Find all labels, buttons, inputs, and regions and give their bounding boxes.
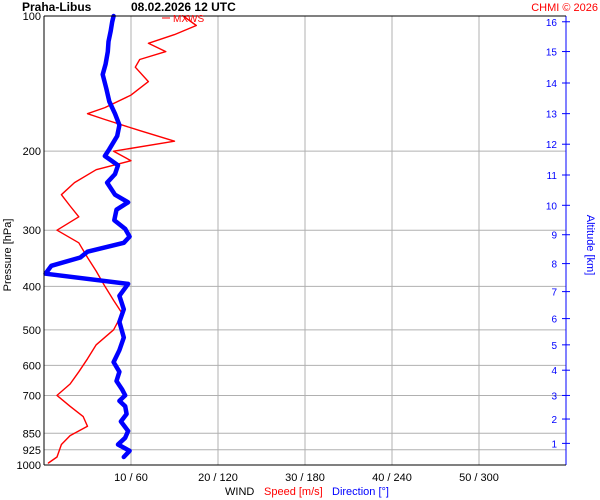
altitude-tick-label: 7 — [551, 288, 557, 299]
x-tick-label: 50 / 300 — [459, 472, 499, 484]
pressure-tick-label: 400 — [23, 281, 41, 293]
chart-station: Praha-Libus — [22, 0, 92, 14]
x-tick-label: 20 / 120 — [198, 472, 238, 484]
pressure-tick-label: 100 — [23, 11, 41, 23]
x-tick-label: 40 / 240 — [372, 472, 412, 484]
altitude-tick-label: 12 — [546, 140, 558, 151]
pressure-tick-label: 1000 — [17, 460, 41, 472]
series — [43, 13, 198, 464]
pressure-tick-label: 200 — [23, 146, 41, 158]
altitude-tick-label: 14 — [546, 79, 558, 90]
altitude-tick-label: 1 — [551, 439, 557, 450]
altitude-tick-label: 13 — [546, 110, 558, 121]
x-tick-label: 30 / 180 — [285, 472, 325, 484]
pressure-tick-label: 500 — [23, 325, 41, 337]
altitude-tick-label: 5 — [551, 341, 557, 352]
footer-wind-label: WIND — [225, 486, 254, 498]
direction-series-line — [43, 13, 132, 460]
maxwind-label: MXWS — [173, 14, 204, 25]
altitude-tick-label: 15 — [546, 48, 558, 59]
pressure-tick-label: 850 — [23, 428, 41, 440]
axes: 10 / 60 20 / 120 30 / 180 40 / 240 50 / 300 1… — [17, 11, 570, 484]
y-axis-right-title: Altitude [km] — [584, 215, 596, 276]
altitude-tick-label: 8 — [551, 260, 557, 271]
pressure-tick-label: 925 — [23, 445, 41, 457]
chart-datetime: 08.02.2026 12 UTC — [131, 0, 236, 14]
altitude-tick-label: 9 — [551, 231, 557, 242]
pressure-tick-label: 600 — [23, 360, 41, 372]
speed-series-line — [47, 15, 198, 464]
altitude-tick-label: 4 — [551, 366, 557, 377]
altitude-tick-label: 10 — [546, 201, 558, 212]
pressure-tick-label: 300 — [23, 225, 41, 237]
altitude-tick-label: 2 — [551, 415, 557, 426]
footer-speed-label: Speed [m/s] — [264, 486, 323, 498]
x-tick-label: 10 / 60 — [114, 472, 148, 484]
altitude-tick-label: 6 — [551, 315, 557, 326]
altitude-tick-label: 3 — [551, 391, 557, 402]
altitude-tick-label: 16 — [546, 18, 558, 29]
chart-credit: CHMI © 2026 — [531, 2, 598, 14]
altitude-tick-label: 11 — [547, 171, 558, 182]
pressure-tick-label: 700 — [23, 390, 41, 402]
footer-direction-label: Direction [°] — [332, 486, 389, 498]
y-axis-left-title: Pressure [hPa] — [2, 219, 14, 292]
